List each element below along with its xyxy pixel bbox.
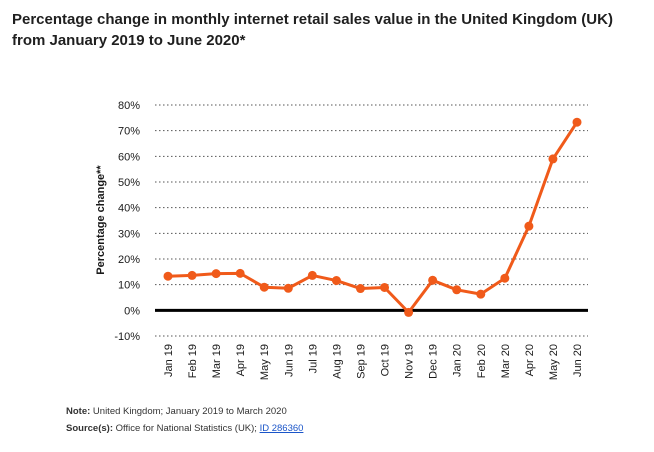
- note-text: United Kingdom; January 2019 to March 20…: [92, 406, 287, 417]
- x-tick-label: Feb 20: [476, 344, 488, 378]
- source-line: Source(s): Office for National Statistic…: [66, 420, 303, 437]
- x-tick-labels: Jan 19 Feb 19 Mar 19 Apr 19 May 19 Jun 19 Jul …: [163, 344, 584, 380]
- data-point[interactable]: [452, 285, 462, 295]
- y-tick-label: 0%: [124, 305, 140, 317]
- x-tick-label: Jan 19: [163, 344, 175, 377]
- x-tick-label: Apr 19: [235, 344, 247, 376]
- y-tick-labels: -10% 0% 10% 20% 30% 40% 50% 60% 70% 80%: [114, 100, 140, 343]
- data-point[interactable]: [572, 117, 582, 127]
- data-point[interactable]: [307, 270, 317, 280]
- y-tick-label: 30%: [118, 228, 140, 240]
- x-tick-label: May 19: [259, 344, 271, 380]
- note-label: Note:: [66, 406, 91, 417]
- series-line-group: [167, 121, 579, 314]
- x-tick-label: Mar 20: [500, 344, 512, 378]
- x-tick-label: Jul 19: [307, 344, 319, 373]
- chart-title: Percentage change in monthly internet re…: [12, 11, 613, 49]
- source-text: Office for National Statistics (UK);: [115, 423, 257, 434]
- data-point[interactable]: [211, 269, 221, 279]
- data-point[interactable]: [476, 289, 486, 299]
- y-tick-label: 40%: [118, 203, 140, 215]
- data-point[interactable]: [283, 283, 293, 293]
- y-axis-label: Percentage change**: [95, 165, 107, 275]
- x-tick-label: Jun 19: [283, 344, 295, 377]
- y-tick-label: 80%: [118, 100, 140, 112]
- y-tick-label: 60%: [118, 151, 140, 163]
- x-tick-label: Oct 19: [380, 344, 392, 376]
- note-line: Note: United Kingdom; January 2019 to Ma…: [66, 403, 303, 420]
- series-line: [167, 121, 579, 314]
- source-link[interactable]: ID 286360: [259, 423, 304, 434]
- source-label: Source(s):: [66, 423, 113, 434]
- y-tick-label: 70%: [118, 126, 140, 138]
- y-tick-label: 20%: [118, 254, 140, 266]
- x-tick-label: May 20: [548, 344, 560, 380]
- y-tick-label: 50%: [118, 177, 140, 189]
- data-point[interactable]: [524, 221, 534, 231]
- chart-notes: Note: United Kingdom; January 2019 to Ma…: [66, 403, 303, 437]
- x-tick-label: Jan 20: [452, 344, 464, 377]
- line-chart: -10% 0% 10% 20% 30% 40% 50% 60% 70% 80% Jan 19 Feb…: [95, 100, 588, 380]
- data-point[interactable]: [187, 270, 197, 280]
- y-tick-label: 10%: [118, 280, 140, 292]
- data-point[interactable]: [500, 273, 510, 283]
- data-point[interactable]: [235, 268, 245, 278]
- data-point[interactable]: [355, 284, 365, 294]
- gridlines: [155, 104, 588, 337]
- x-tick-label: Apr 20: [524, 344, 536, 376]
- x-tick-label: Dec 19: [428, 344, 440, 379]
- x-tick-label: Aug 19: [331, 344, 343, 379]
- data-point[interactable]: [163, 271, 173, 281]
- data-points: [163, 117, 582, 317]
- data-point[interactable]: [548, 154, 558, 164]
- data-point[interactable]: [259, 282, 269, 292]
- y-tick-label: -10%: [114, 331, 140, 343]
- x-tick-label: Feb 19: [187, 344, 199, 378]
- data-point[interactable]: [331, 276, 341, 286]
- x-tick-label: Jun 20: [572, 344, 584, 377]
- x-tick-label: Nov 19: [404, 344, 416, 379]
- x-tick-label: Sep 19: [355, 344, 367, 379]
- data-point[interactable]: [428, 275, 438, 285]
- data-point[interactable]: [404, 307, 414, 317]
- data-point[interactable]: [380, 282, 390, 292]
- x-tick-label: Mar 19: [211, 344, 223, 378]
